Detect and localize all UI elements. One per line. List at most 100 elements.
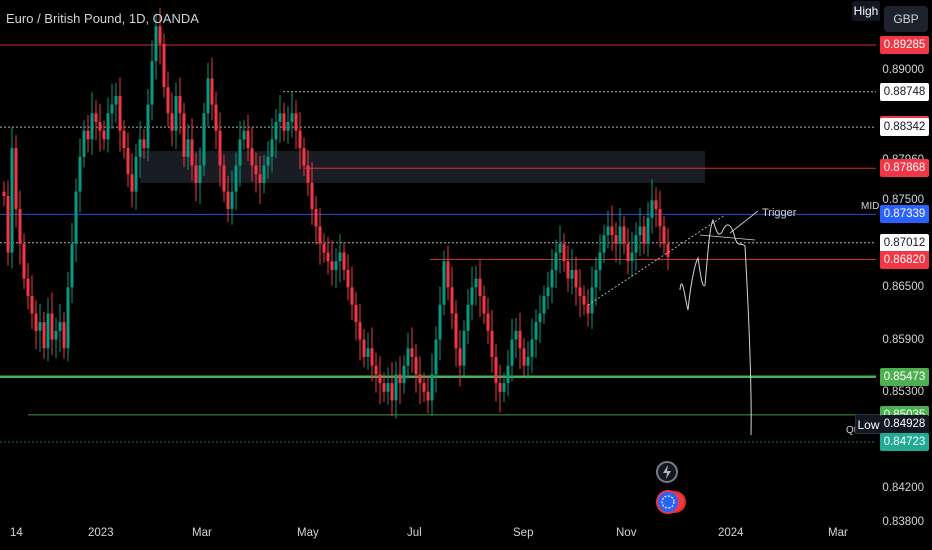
candle-body xyxy=(122,130,126,149)
candle-body xyxy=(86,130,90,140)
candle-body xyxy=(126,148,130,175)
candle-body xyxy=(78,156,82,192)
candle-body xyxy=(498,383,502,392)
trigger-label[interactable]: Trigger xyxy=(762,207,797,219)
price-pill: 0.88342 xyxy=(880,118,929,137)
candle-body xyxy=(98,122,102,131)
globe-icon[interactable] xyxy=(656,490,680,514)
candle-body xyxy=(362,339,366,357)
candle-body xyxy=(406,348,410,366)
candle-body xyxy=(202,113,206,166)
candle-body xyxy=(470,287,474,305)
candle-body xyxy=(466,304,470,331)
candle-body xyxy=(238,139,242,166)
candle-body xyxy=(454,313,458,349)
price-pill: 0.85473 xyxy=(880,367,929,386)
candle-body xyxy=(614,235,618,244)
candle-body xyxy=(90,113,94,140)
candle-body xyxy=(642,226,646,244)
candle-body xyxy=(18,209,22,244)
candle-body xyxy=(26,278,30,297)
trend-line xyxy=(587,214,726,306)
candle-body xyxy=(198,165,202,183)
time-axis-label: Jul xyxy=(407,527,422,539)
price-axis-tick: 0.83800 xyxy=(882,516,924,529)
candle-body xyxy=(590,287,594,314)
candle-body xyxy=(242,130,246,140)
candle-body xyxy=(14,148,18,210)
candle-body xyxy=(70,243,74,288)
candle-body xyxy=(430,374,434,401)
candle-body xyxy=(366,348,370,357)
candle-body xyxy=(142,139,146,149)
candle-body xyxy=(506,365,510,384)
candle-body xyxy=(66,287,70,349)
candle-body xyxy=(262,165,266,183)
candle-body xyxy=(338,252,342,262)
price-axis-tick: 0.87500 xyxy=(882,194,924,207)
candle-body xyxy=(658,209,662,227)
candle-body xyxy=(230,191,234,210)
price-pill: 0.87868 xyxy=(880,159,929,178)
candle-body xyxy=(638,226,642,236)
candle-body xyxy=(534,322,538,340)
high-button[interactable]: High xyxy=(852,1,880,21)
candle-body xyxy=(666,243,670,257)
price-axis-tick: 0.86500 xyxy=(882,281,924,294)
candle-body xyxy=(210,78,214,105)
candle-body xyxy=(334,261,338,270)
candle-body xyxy=(58,322,62,331)
candle-body xyxy=(302,148,306,166)
low-tag[interactable]: Low xyxy=(855,414,882,434)
candle-body xyxy=(214,104,218,131)
price-axis-tick: 0.85300 xyxy=(882,385,924,398)
candle-body xyxy=(34,313,38,331)
symbol-title[interactable]: Euro / British Pound, 1D, OANDA xyxy=(6,11,199,26)
candle-body xyxy=(218,130,222,166)
candle-body xyxy=(558,243,562,253)
candle-body xyxy=(622,226,626,244)
candle-body xyxy=(314,209,318,227)
candle-body xyxy=(290,113,294,123)
candle-body xyxy=(574,269,578,288)
candle-body xyxy=(582,296,586,305)
candle-body xyxy=(450,287,454,314)
candle-body xyxy=(566,261,570,279)
candle-body xyxy=(30,296,34,314)
candle-body xyxy=(178,95,182,114)
candle-body xyxy=(102,130,106,140)
candle-body xyxy=(434,339,438,375)
candle-body xyxy=(138,139,142,157)
candle-body xyxy=(626,243,630,262)
currency-button[interactable]: GBP xyxy=(884,6,928,32)
candle-body xyxy=(250,148,254,166)
candle-body xyxy=(286,122,290,131)
price-pill: 0.84928 xyxy=(880,415,929,434)
candle-body xyxy=(586,304,590,314)
arrow-line xyxy=(729,210,759,234)
time-axis-label: 2023 xyxy=(88,527,114,539)
candle-body xyxy=(342,252,346,270)
candle-body xyxy=(634,235,638,253)
candle-body xyxy=(330,261,334,270)
price-axis-tick: 0.89000 xyxy=(882,63,924,76)
candle-body xyxy=(518,330,522,349)
candle-body xyxy=(294,113,298,131)
candle-body xyxy=(278,113,282,123)
candle-body xyxy=(298,130,302,149)
candle-body xyxy=(318,226,322,244)
candle-body xyxy=(474,278,478,288)
candle-body xyxy=(442,261,446,305)
candle-body xyxy=(158,26,162,44)
candle-body xyxy=(350,287,354,305)
candle-body xyxy=(270,139,274,157)
time-axis-label: Mar xyxy=(192,527,212,539)
candle-body xyxy=(10,148,14,253)
candle-body xyxy=(398,374,402,384)
candle-body xyxy=(370,348,374,366)
candle-body xyxy=(222,165,226,192)
lightning-icon[interactable] xyxy=(656,461,678,483)
candle-body xyxy=(114,95,118,105)
